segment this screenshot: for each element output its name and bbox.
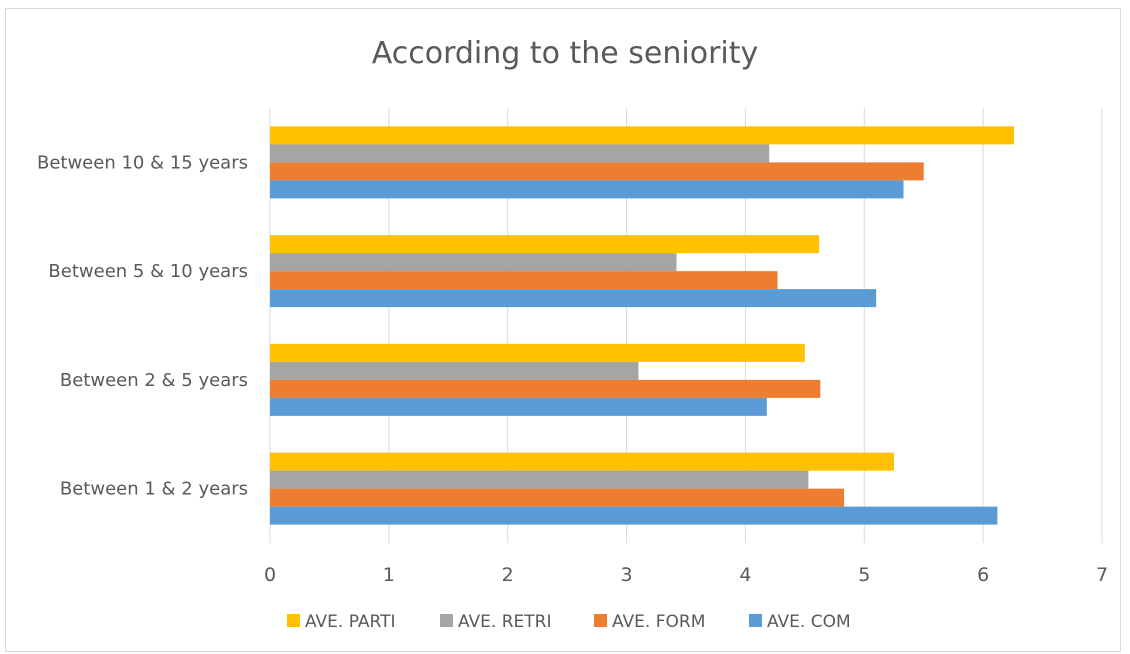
legend-swatch (594, 614, 607, 627)
legend-swatch (440, 614, 453, 627)
category-label: Between 1 & 2 years (60, 479, 248, 500)
category-label: Between 5 & 10 years (48, 261, 248, 282)
bar (270, 506, 998, 525)
x-tick-label: 4 (739, 564, 751, 586)
legend-label: AVE. RETRI (458, 612, 551, 632)
legend-label: AVE. COM (767, 612, 851, 632)
bar (270, 180, 904, 199)
bar (270, 397, 767, 416)
bar (270, 452, 894, 471)
legend-swatch (749, 614, 762, 627)
bar (270, 289, 877, 308)
x-tick-label: 0 (264, 564, 276, 586)
chart-frame (5, 8, 1121, 652)
bar (270, 343, 805, 362)
category-label: Between 2 & 5 years (60, 370, 248, 391)
legend-label: AVE. FORM (612, 612, 705, 632)
bar (270, 162, 924, 181)
x-tick-label: 5 (858, 564, 870, 586)
category-label: Between 10 & 15 years (37, 152, 248, 173)
x-tick-label: 6 (977, 564, 989, 586)
legend-swatch (287, 614, 300, 627)
chart-title: According to the seniority (371, 36, 759, 71)
bar (270, 235, 820, 254)
bar (270, 144, 770, 163)
bar (270, 470, 809, 489)
legend-label: AVE. PARTI (305, 612, 396, 632)
bar (270, 379, 821, 398)
bar (270, 361, 639, 380)
x-tick-label: 3 (621, 564, 633, 586)
x-tick-label: 2 (502, 564, 514, 586)
bar (270, 126, 1015, 145)
bar (270, 253, 677, 272)
bar (270, 271, 778, 290)
x-tick-label: 1 (383, 564, 395, 586)
x-tick-label: 7 (1096, 564, 1108, 586)
bar (270, 488, 845, 507)
